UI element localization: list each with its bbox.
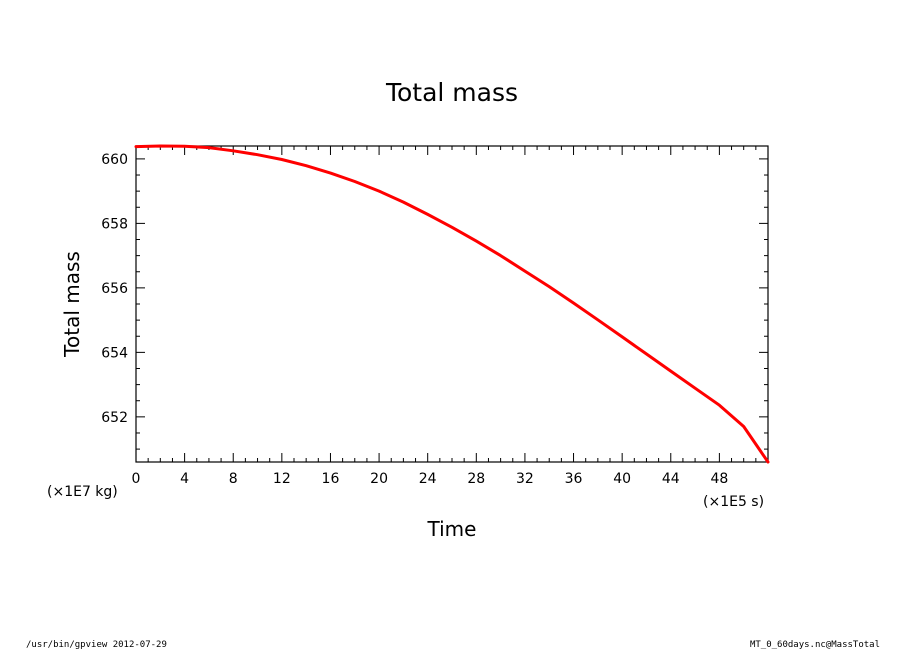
x-tick-label: 28 — [467, 471, 485, 487]
x-unit-label: (×1E5 s) — [703, 494, 764, 510]
x-tick-labels: 0 4 8 12 16 20 24 28 32 36 40 44 48 — [132, 471, 729, 487]
x-tick-label: 8 — [229, 471, 238, 487]
x-tick-label: 32 — [516, 471, 534, 487]
footer-source: MT_0_60days.nc@MassTotal — [749, 640, 880, 650]
x-tick-label: 40 — [613, 471, 631, 487]
x-tick-label: 20 — [370, 471, 388, 487]
x-tick-label: 24 — [419, 471, 437, 487]
y-tick-label: 652 — [101, 410, 128, 426]
y-tick-label: 656 — [101, 281, 128, 297]
y-tick-labels: 652 654 656 658 660 — [101, 152, 128, 426]
x-tick-label: 16 — [322, 471, 340, 487]
y-tick-label: 660 — [101, 152, 128, 168]
x-axis-label: Time — [427, 517, 477, 541]
x-tick-label: 44 — [662, 471, 680, 487]
x-tick-label: 4 — [180, 471, 189, 487]
x-tick-label: 12 — [273, 471, 291, 487]
y-tick-label: 654 — [101, 345, 128, 361]
axis-ticks — [135, 146, 768, 462]
x-tick-label: 48 — [710, 471, 728, 487]
series-line — [134, 144, 770, 464]
footer-command: /usr/bin/gpview 2012-07-29 — [26, 640, 167, 650]
plot-frame — [135, 145, 769, 463]
y-tick-label: 658 — [101, 216, 128, 232]
y-axis-label: Total mass — [60, 251, 84, 358]
series-layer — [134, 144, 770, 464]
x-tick-label: 36 — [565, 471, 583, 487]
y-unit-label: (×1E7 kg) — [47, 484, 118, 500]
chart-title: Total mass — [385, 78, 518, 107]
x-tick-label: 0 — [132, 471, 141, 487]
